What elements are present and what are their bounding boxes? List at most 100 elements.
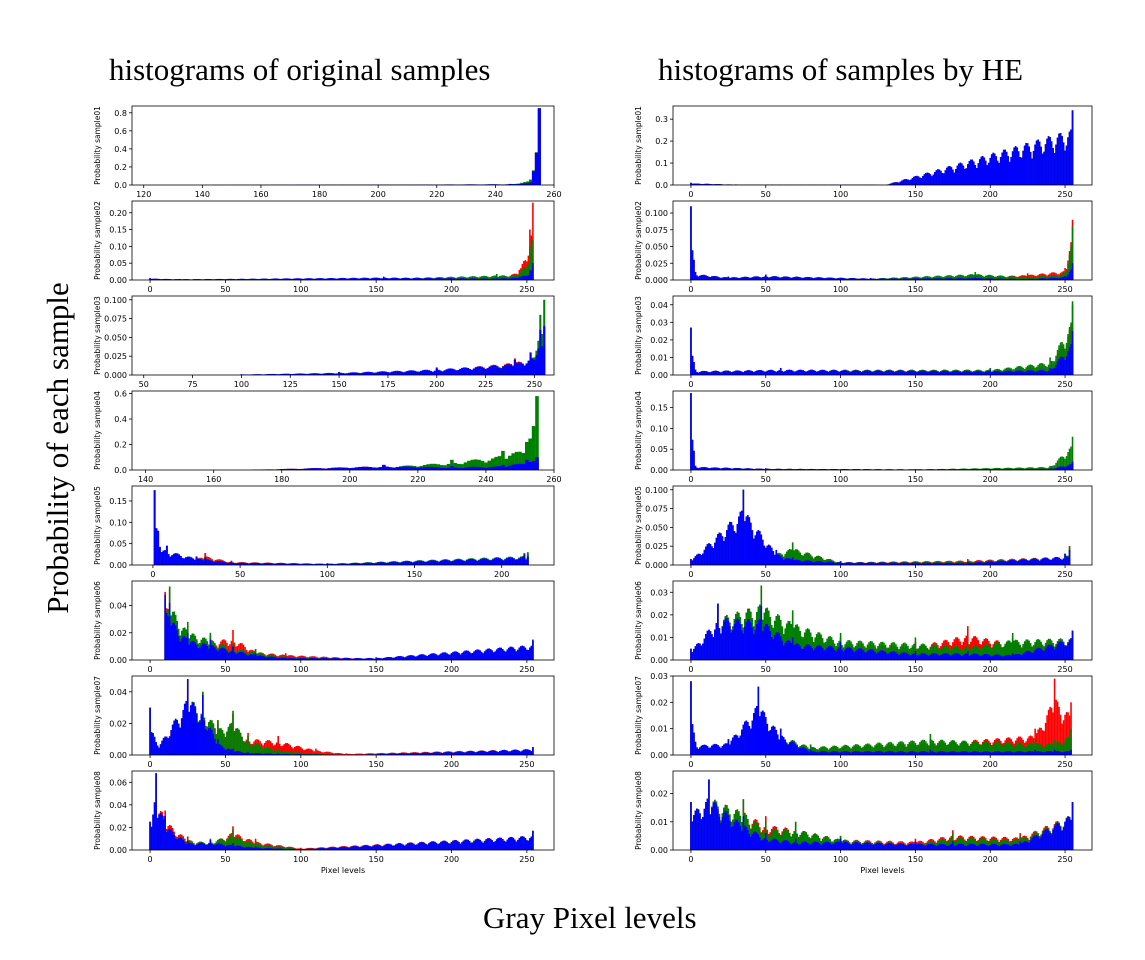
- bar-b-254: [532, 639, 534, 660]
- bar-b-250: [526, 840, 528, 850]
- bar-b-250: [533, 359, 536, 375]
- bar-b-29: [193, 844, 195, 850]
- bar-b-129: [297, 373, 300, 375]
- bar-b-4: [155, 742, 157, 755]
- bar-b-195: [443, 278, 445, 280]
- bar-b-52: [227, 844, 230, 850]
- bar-b-46: [218, 649, 221, 660]
- bar-b-154: [381, 658, 383, 660]
- bar-b-32: [197, 722, 200, 755]
- bar-r-139: [358, 753, 361, 755]
- bar-g-230: [495, 273, 498, 280]
- bar-b-182: [400, 371, 403, 375]
- bar-b-199: [499, 558, 501, 565]
- bar-b-101: [301, 278, 304, 280]
- bar-b-217: [405, 466, 410, 470]
- bar-b-192: [438, 654, 441, 660]
- bar-b-148: [372, 658, 374, 660]
- bar-b-49: [223, 845, 225, 850]
- bar-b-249: [524, 647, 527, 660]
- bar-b-188: [307, 468, 311, 470]
- bar-b-236: [504, 841, 507, 850]
- bar-b-112: [318, 278, 320, 280]
- bar-b-123: [285, 373, 288, 375]
- bar-b-20: [179, 641, 182, 660]
- bar-b-173: [383, 371, 386, 375]
- bar-g-237: [473, 459, 478, 470]
- bar-b-174: [411, 655, 414, 660]
- bar-b-191: [437, 844, 439, 850]
- bar-b-54: [246, 563, 249, 565]
- bar-b-168: [373, 372, 376, 375]
- bar-b-205: [509, 557, 512, 565]
- bar-b-177: [416, 277, 418, 280]
- bar-b-161: [391, 277, 394, 280]
- x-tick-label: 140: [138, 475, 153, 484]
- bar-b-211: [385, 466, 390, 470]
- bar-b-135: [352, 277, 355, 280]
- bar-b-89: [283, 278, 286, 280]
- bar-b-130: [298, 373, 302, 375]
- bar-b-166: [399, 753, 402, 755]
- bar-b-252: [524, 459, 529, 470]
- bar-g-74: [260, 845, 263, 850]
- bar-b-88: [281, 278, 284, 280]
- bar-b-123: [334, 278, 337, 280]
- bar-g-109: [313, 754, 316, 755]
- bar-b-239: [480, 467, 485, 470]
- bar-g-69: [253, 844, 255, 850]
- bar-b-25: [186, 840, 189, 850]
- bar-b-119: [328, 278, 331, 280]
- bar-b-199: [344, 467, 349, 470]
- bar-r-86: [278, 743, 281, 755]
- plot-frame: [131, 485, 555, 566]
- bar-g-92: [287, 751, 290, 755]
- bar-b-70: [254, 278, 257, 280]
- bar-b-251: [535, 355, 538, 375]
- y-tick-label: 0.00: [109, 751, 127, 760]
- bar-b-208: [375, 467, 379, 470]
- bar-b-240: [511, 750, 513, 755]
- bar-b-163: [394, 753, 397, 755]
- bar-r-99: [298, 746, 301, 755]
- bar-b-24: [185, 843, 188, 850]
- bar-b-91: [286, 658, 289, 660]
- bar-g-60: [239, 838, 242, 850]
- bar-b-129: [376, 562, 379, 565]
- bar-b-54: [230, 844, 233, 850]
- bar-b-213: [523, 554, 526, 565]
- bar-b-152: [341, 373, 345, 375]
- bar-b-214: [463, 367, 466, 375]
- bar-b-222: [483, 840, 486, 850]
- bar-r-85: [277, 736, 279, 755]
- bar-b-98: [296, 754, 299, 755]
- bar-b-235: [504, 365, 507, 375]
- bar-b-1: [150, 278, 153, 280]
- bar-b-227: [491, 278, 493, 280]
- bar-b-78: [266, 278, 269, 280]
- bar-b-46: [218, 278, 221, 280]
- bar-b-52: [242, 562, 245, 565]
- bar-b-217: [476, 649, 478, 660]
- bar-b-12: [167, 278, 169, 280]
- x-tick-label: 160: [253, 190, 268, 199]
- bar-b-101: [301, 657, 304, 660]
- bar-b-233: [500, 837, 503, 850]
- bar-b-158: [387, 844, 389, 850]
- bar-b-13: [168, 602, 171, 660]
- bar-b-227: [491, 840, 493, 850]
- bar-b-67: [250, 753, 252, 755]
- bar-g-62: [242, 842, 245, 850]
- bar-g-246: [504, 458, 509, 470]
- bar-b-239: [509, 278, 512, 280]
- bar-b-217: [476, 278, 478, 280]
- bar-r-135: [352, 754, 355, 755]
- bar-b-206: [368, 467, 373, 470]
- bar-b-206: [511, 557, 514, 565]
- bar-b-221: [482, 842, 484, 850]
- bar-b-158: [427, 561, 430, 565]
- bar-g-230: [450, 459, 454, 470]
- bar-b-172: [408, 842, 411, 850]
- bar-b-121: [331, 847, 334, 850]
- bar-b-173: [410, 842, 412, 850]
